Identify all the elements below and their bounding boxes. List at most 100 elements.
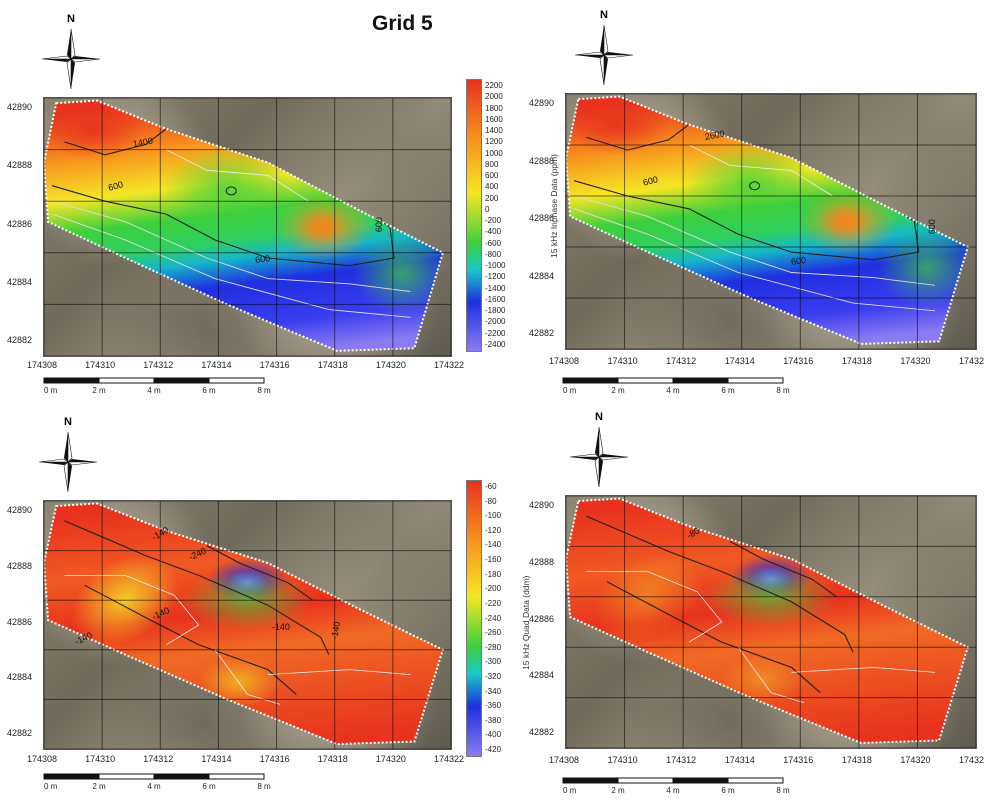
north-label: N xyxy=(595,411,603,423)
x-tick-label: 174320 xyxy=(900,755,931,765)
survey-map: -140 -240 -140 -140 -140 -140 xyxy=(43,500,452,750)
scale-label: 0 m xyxy=(44,386,58,395)
color-scale-tick: -2000 xyxy=(485,317,506,327)
scale-bar: 0 m 2 m 4 m 6 m 8 m xyxy=(562,777,792,804)
y-tick-label: 42884 xyxy=(529,670,555,681)
scale-label: 2 m xyxy=(92,782,106,791)
scale-label: 0 m xyxy=(563,386,577,395)
contour-label: 600 xyxy=(255,253,271,265)
north-label: N xyxy=(67,13,75,25)
figure-title: Grid 5 xyxy=(372,12,433,35)
contour-label: 600 xyxy=(790,255,806,267)
x-tick-label: 174314 xyxy=(724,755,755,765)
color-scale-tick: -100 xyxy=(485,511,502,521)
x-tick-label: 174322 xyxy=(434,754,465,764)
scale-label: 2 m xyxy=(92,386,106,395)
x-tick-label: 174308 xyxy=(27,360,58,370)
x-tick-label: 174318 xyxy=(841,356,872,366)
y-tick-label: 42888 xyxy=(529,556,555,567)
x-tick-label: 174318 xyxy=(317,360,348,370)
contour-label: 600 xyxy=(107,179,124,193)
y-tick-label: 42890 xyxy=(7,505,33,515)
y-tick-label: 42886 xyxy=(529,613,555,624)
contour-label: 600 xyxy=(642,174,659,188)
x-tick-label: 174312 xyxy=(143,754,174,764)
y-tick-label: 42882 xyxy=(7,335,33,345)
x-tick-label: 174316 xyxy=(783,755,814,765)
color-axis-label: 15 kHz Quad Data (ddm) xyxy=(521,575,531,670)
color-scale-tick: -340 xyxy=(485,686,502,696)
x-tick-label: 174312 xyxy=(666,356,697,366)
color-scale-tick: -1200 xyxy=(485,272,506,282)
y-tick-label: 42886 xyxy=(529,213,555,223)
survey-map: 1400 600 600 600 xyxy=(43,97,452,357)
color-scale-tick: 800 xyxy=(485,159,499,169)
color-scale-tick: -1000 xyxy=(485,261,506,271)
survey-map: -80 xyxy=(565,495,977,749)
y-tick-label: 42890 xyxy=(529,98,555,108)
color-scale-tick: -800 xyxy=(485,249,502,259)
x-tick-label: 174312 xyxy=(666,755,697,765)
y-tick-label: 42888 xyxy=(7,560,33,571)
x-tick-label: 174310 xyxy=(85,754,116,764)
color-scale-tick: -260 xyxy=(485,628,502,638)
scale-label: 4 m xyxy=(147,782,161,791)
scale-label: 6 m xyxy=(202,386,216,395)
survey-map: 2600 600 600 600 xyxy=(565,93,977,350)
x-tick-label: 174318 xyxy=(317,754,348,764)
x-tick-label: 174310 xyxy=(607,356,638,366)
x-tick-label: 174308 xyxy=(549,356,580,366)
y-tick-label: 42882 xyxy=(529,328,555,338)
x-tick-label: 174308 xyxy=(27,754,58,764)
y-tick-label: 42886 xyxy=(7,616,33,627)
color-scale-tick: -80 xyxy=(485,496,497,506)
color-scale-tick: 1000 xyxy=(485,148,503,158)
color-scale-tick: 400 xyxy=(485,182,499,192)
scale-bar: 0 m 2 m 4 m 6 m 8 m xyxy=(562,377,792,404)
scale-label: 0 m xyxy=(563,786,577,795)
color-scale-tick: 2000 xyxy=(485,92,503,102)
scale-label: 6 m xyxy=(721,786,735,795)
x-tick-label: 174322 xyxy=(959,755,984,765)
color-scale-tick: -300 xyxy=(485,657,502,667)
color-scale-bar xyxy=(466,79,482,352)
color-scale-tick: -400 xyxy=(485,730,502,740)
color-scale-tick: -380 xyxy=(485,715,502,725)
color-scale-tick: 600 xyxy=(485,171,499,181)
y-tick-label: 42890 xyxy=(7,102,33,112)
scale-label: 8 m xyxy=(776,386,790,395)
x-tick-label: 174312 xyxy=(143,360,174,370)
x-tick-label: 174320 xyxy=(375,754,406,764)
color-scale-tick: -280 xyxy=(485,642,502,652)
north-arrow-icon: N xyxy=(573,8,635,93)
scale-bar: 0 m 2 m 4 m 6 m 8 m xyxy=(43,773,273,800)
contour-label: 1400 xyxy=(132,136,153,149)
north-arrow-icon: N xyxy=(568,410,630,495)
x-tick-label: 174314 xyxy=(724,356,755,366)
scale-label: 8 m xyxy=(257,782,271,791)
contour-label: -140 xyxy=(272,622,290,632)
color-scale-tick: 200 xyxy=(485,193,499,203)
y-tick-label: 42890 xyxy=(529,500,555,510)
color-scale-tick: -180 xyxy=(485,569,502,579)
color-scale-tick: -420 xyxy=(485,745,502,754)
y-tick-label: 42884 xyxy=(529,270,555,281)
contour-label: -140 xyxy=(329,621,342,640)
x-tick-label: 174310 xyxy=(607,755,638,765)
color-scale-tick: -2400 xyxy=(485,340,506,349)
color-scale-tick: -2200 xyxy=(485,328,506,338)
x-tick-label: 174322 xyxy=(434,360,465,370)
contour-label: 2600 xyxy=(704,129,725,142)
y-tick-label: 42884 xyxy=(7,276,33,287)
color-scale-tick: 0 xyxy=(485,204,490,214)
north-label: N xyxy=(600,9,608,21)
color-scale-tick: -220 xyxy=(485,598,502,608)
color-scale-tick: 1600 xyxy=(485,114,503,124)
color-scale-tick: 1800 xyxy=(485,103,503,113)
scale-label: 8 m xyxy=(776,786,790,795)
color-scale-tick: 2200 xyxy=(485,81,503,90)
scale-label: 6 m xyxy=(721,386,735,395)
x-tick-label: 174320 xyxy=(900,356,931,366)
scale-label: 2 m xyxy=(611,786,625,795)
scale-bar: 0 m 2 m 4 m 6 m 8 m xyxy=(43,377,273,404)
